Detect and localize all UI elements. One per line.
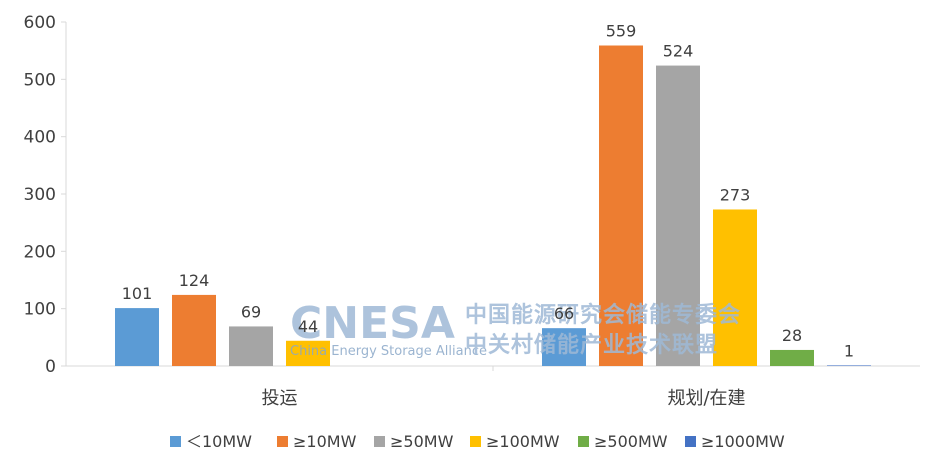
- x-category-label: 投运: [262, 388, 298, 409]
- legend-label: ≥50MW: [390, 432, 454, 451]
- chart-axes: 0 100 200 300 400 500 600 投运 规划/在建: [24, 13, 920, 409]
- y-tick-label: 100: [24, 300, 56, 320]
- bar: [827, 365, 871, 366]
- bar-value-label: 101: [122, 284, 153, 303]
- chart-legend: ＜10MW ≥10MW ≥50MW ≥100MW ≥500MW ≥1000MW: [170, 432, 785, 451]
- bar: [656, 65, 700, 366]
- legend-label: ≥500MW: [594, 432, 668, 451]
- watermark-chinese-line2: 中关村储能产业技术联盟: [465, 332, 718, 358]
- watermark-brand: CNESA: [290, 298, 455, 349]
- x-category-label: 规划/在建: [667, 388, 745, 409]
- bar-value-label: 559: [606, 22, 637, 41]
- y-tick-label: 200: [24, 242, 56, 262]
- bar-value-label: 69: [241, 302, 261, 321]
- bar: [172, 294, 216, 366]
- legend-label: ≥1000MW: [701, 432, 785, 451]
- bar-value-label: 124: [179, 271, 210, 290]
- bar-value-label: 273: [720, 185, 751, 204]
- bar: [286, 340, 330, 366]
- bar-value-label: 1: [844, 341, 854, 360]
- y-tick-label: 0: [45, 357, 56, 377]
- bar-value-label: 44: [298, 317, 318, 336]
- legend-label: ＜10MW: [186, 432, 252, 451]
- legend-label: ≥100MW: [486, 432, 560, 451]
- y-tick-label: 300: [24, 185, 56, 205]
- y-tick-label: 600: [24, 13, 56, 33]
- legend-swatch: [470, 436, 481, 447]
- legend-swatch: [170, 436, 181, 447]
- bar: [770, 349, 814, 366]
- cnesa-watermark-logo: CNESA China Energy Storage Alliance 中国能源…: [290, 298, 741, 359]
- legend-swatch: [374, 436, 385, 447]
- watermark-chinese-line1: 中国能源研究会储能专委会: [465, 302, 741, 328]
- chart-data-labels: 101 124 69 44 66 559 524 273 28 1: [122, 22, 854, 361]
- bar: [599, 45, 643, 367]
- bar-value-label: 524: [663, 42, 694, 61]
- bar: [713, 209, 757, 366]
- legend-swatch: [277, 436, 288, 447]
- chart-bars: [115, 45, 871, 367]
- watermark-english: China Energy Storage Alliance: [290, 344, 487, 359]
- y-tick-label: 500: [24, 70, 56, 90]
- bar-value-label: 66: [554, 304, 574, 323]
- legend-swatch: [578, 436, 589, 447]
- legend-label: ≥10MW: [293, 432, 357, 451]
- bar: [542, 328, 586, 366]
- bar: [229, 326, 273, 366]
- legend-swatch: [685, 436, 696, 447]
- bar: [115, 308, 159, 366]
- y-tick-label: 400: [24, 128, 56, 148]
- bar-value-label: 28: [782, 326, 802, 345]
